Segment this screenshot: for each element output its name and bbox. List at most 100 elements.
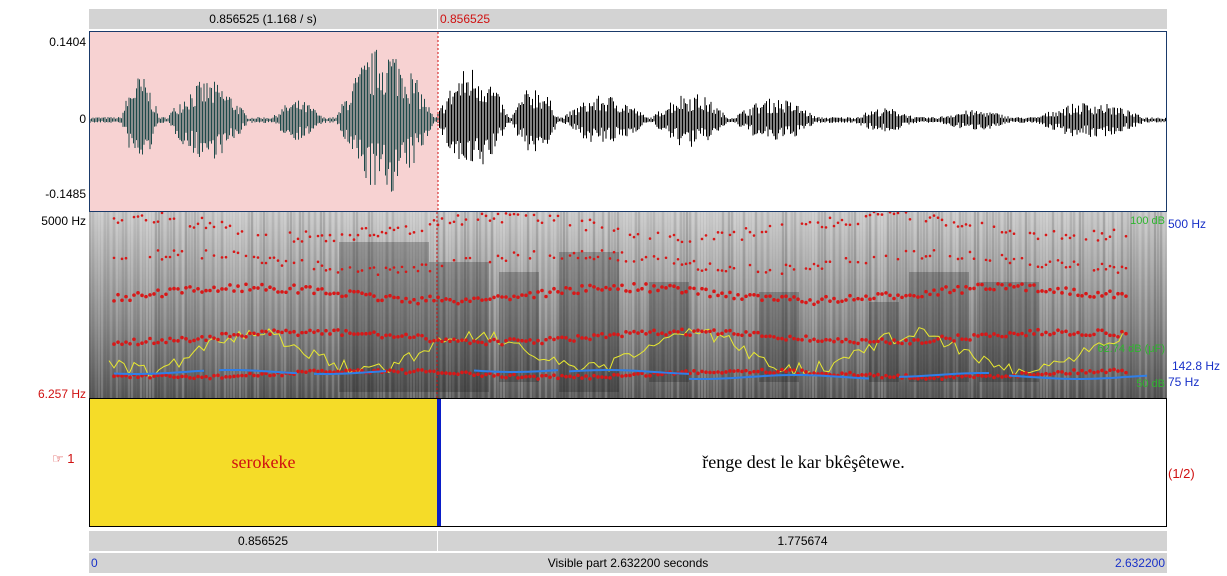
interval-2-duration-bar[interactable]: 1.775674 — [438, 531, 1167, 551]
formant-point — [1044, 330, 1048, 335]
formant-point — [148, 293, 152, 297]
spectrogram-column — [131, 212, 133, 398]
formant-point — [728, 328, 732, 333]
interval-2[interactable]: řenge dest le kar bkêşêtewe. — [441, 399, 1166, 526]
formant-point — [176, 339, 180, 343]
spectrogram-column — [389, 212, 391, 398]
spectrogram-column — [341, 212, 343, 398]
formant-point — [572, 291, 576, 296]
formant-point — [732, 332, 736, 336]
spectrogram-column — [533, 212, 535, 398]
formant-point — [472, 296, 476, 301]
selection-duration-bar[interactable]: 0.856525 (1.168 / s) — [89, 9, 437, 29]
formant-point — [420, 263, 424, 266]
spectrogram-column — [1010, 212, 1012, 398]
formant-point — [356, 332, 360, 336]
cursor-time-bar[interactable]: 0.856525 — [438, 9, 1167, 29]
formant-point — [200, 290, 204, 294]
formant-point — [860, 337, 864, 342]
formant-point — [808, 339, 812, 343]
spectrogram-column — [260, 212, 262, 398]
spectrogram-column — [965, 212, 967, 398]
formant-point — [480, 212, 484, 216]
formant-point — [764, 271, 768, 274]
formant-point — [452, 371, 456, 376]
formant-point — [852, 298, 856, 302]
interval-1[interactable]: serokeke — [90, 399, 437, 526]
formant-point — [788, 264, 792, 268]
formant-point — [1032, 332, 1036, 336]
formant-point — [492, 217, 496, 220]
formant-point — [744, 226, 748, 230]
spectrogram-column — [296, 212, 298, 398]
formant-point — [144, 218, 148, 222]
formant-point — [940, 377, 944, 381]
formant-point — [528, 338, 532, 342]
formant-point — [500, 256, 504, 260]
interval-1-duration-bar[interactable]: 0.856525 — [89, 531, 437, 551]
formant-point — [676, 330, 680, 334]
formant-point — [248, 331, 252, 336]
formant-point — [412, 297, 416, 302]
spectrogram-column — [1157, 212, 1159, 398]
formant-point — [1040, 265, 1044, 269]
formant-point — [804, 300, 808, 305]
formant-point — [392, 369, 396, 373]
formant-point — [596, 375, 600, 379]
interval-boundary[interactable] — [437, 399, 441, 526]
spectrogram-column — [890, 212, 892, 398]
formant-point — [300, 240, 304, 243]
formant-point — [768, 224, 772, 228]
formant-point — [172, 217, 176, 220]
formant-point — [916, 338, 920, 342]
formant-point — [500, 295, 504, 299]
formant-point — [748, 263, 752, 267]
formant-point — [292, 261, 296, 265]
waveform-panel[interactable] — [89, 31, 1167, 212]
formant-point — [1000, 375, 1004, 379]
formant-point — [1052, 290, 1056, 295]
formant-point — [240, 334, 244, 338]
spectrogram-column — [515, 212, 517, 398]
formant-point — [220, 220, 224, 224]
formant-point — [344, 368, 348, 373]
formant-point — [1028, 283, 1032, 288]
formant-point — [672, 284, 676, 289]
formant-point — [428, 269, 432, 273]
formant-point — [420, 333, 424, 338]
formant-point — [536, 377, 540, 381]
spectrogram-column — [575, 212, 577, 398]
formant-point — [276, 329, 280, 334]
formant-point — [884, 254, 888, 258]
formant-point — [1112, 265, 1116, 269]
formant-point — [876, 212, 880, 216]
formant-point — [152, 374, 156, 378]
spectrogram-column — [332, 212, 334, 398]
formant-point — [944, 336, 948, 341]
formant-point — [140, 214, 144, 217]
spectrogram-column — [689, 212, 691, 398]
formant-point — [244, 373, 248, 378]
formant-point — [656, 257, 660, 261]
formant-point — [1040, 372, 1044, 377]
formant-point — [468, 371, 472, 376]
formant-point — [1092, 269, 1096, 272]
formant-point — [796, 337, 800, 342]
spectrogram-column — [392, 212, 394, 398]
spectrogram-bottom-freq: 6.257 Hz — [37, 387, 86, 401]
formant-point — [972, 375, 976, 380]
formant-point — [312, 291, 316, 296]
formant-point — [760, 298, 764, 303]
formant-point — [164, 373, 168, 377]
tier-marker[interactable]: ☞ 1 — [52, 451, 75, 467]
formant-point — [800, 222, 804, 225]
formant-point — [384, 333, 388, 338]
spectrogram-panel[interactable]: 100 dB 62.74 dB (μF) 50 dB — [89, 212, 1167, 398]
textgrid-tier[interactable]: serokeke řenge dest le kar bkêşêtewe. — [89, 398, 1167, 527]
spectrogram-column — [1079, 212, 1081, 398]
visible-part-bar[interactable]: 0 Visible part 2.632200 seconds 2.632200 — [89, 553, 1167, 573]
spectrogram-column — [791, 212, 793, 398]
spectrogram-column — [1052, 212, 1054, 398]
formant-point — [916, 295, 920, 299]
formant-point — [308, 368, 312, 373]
